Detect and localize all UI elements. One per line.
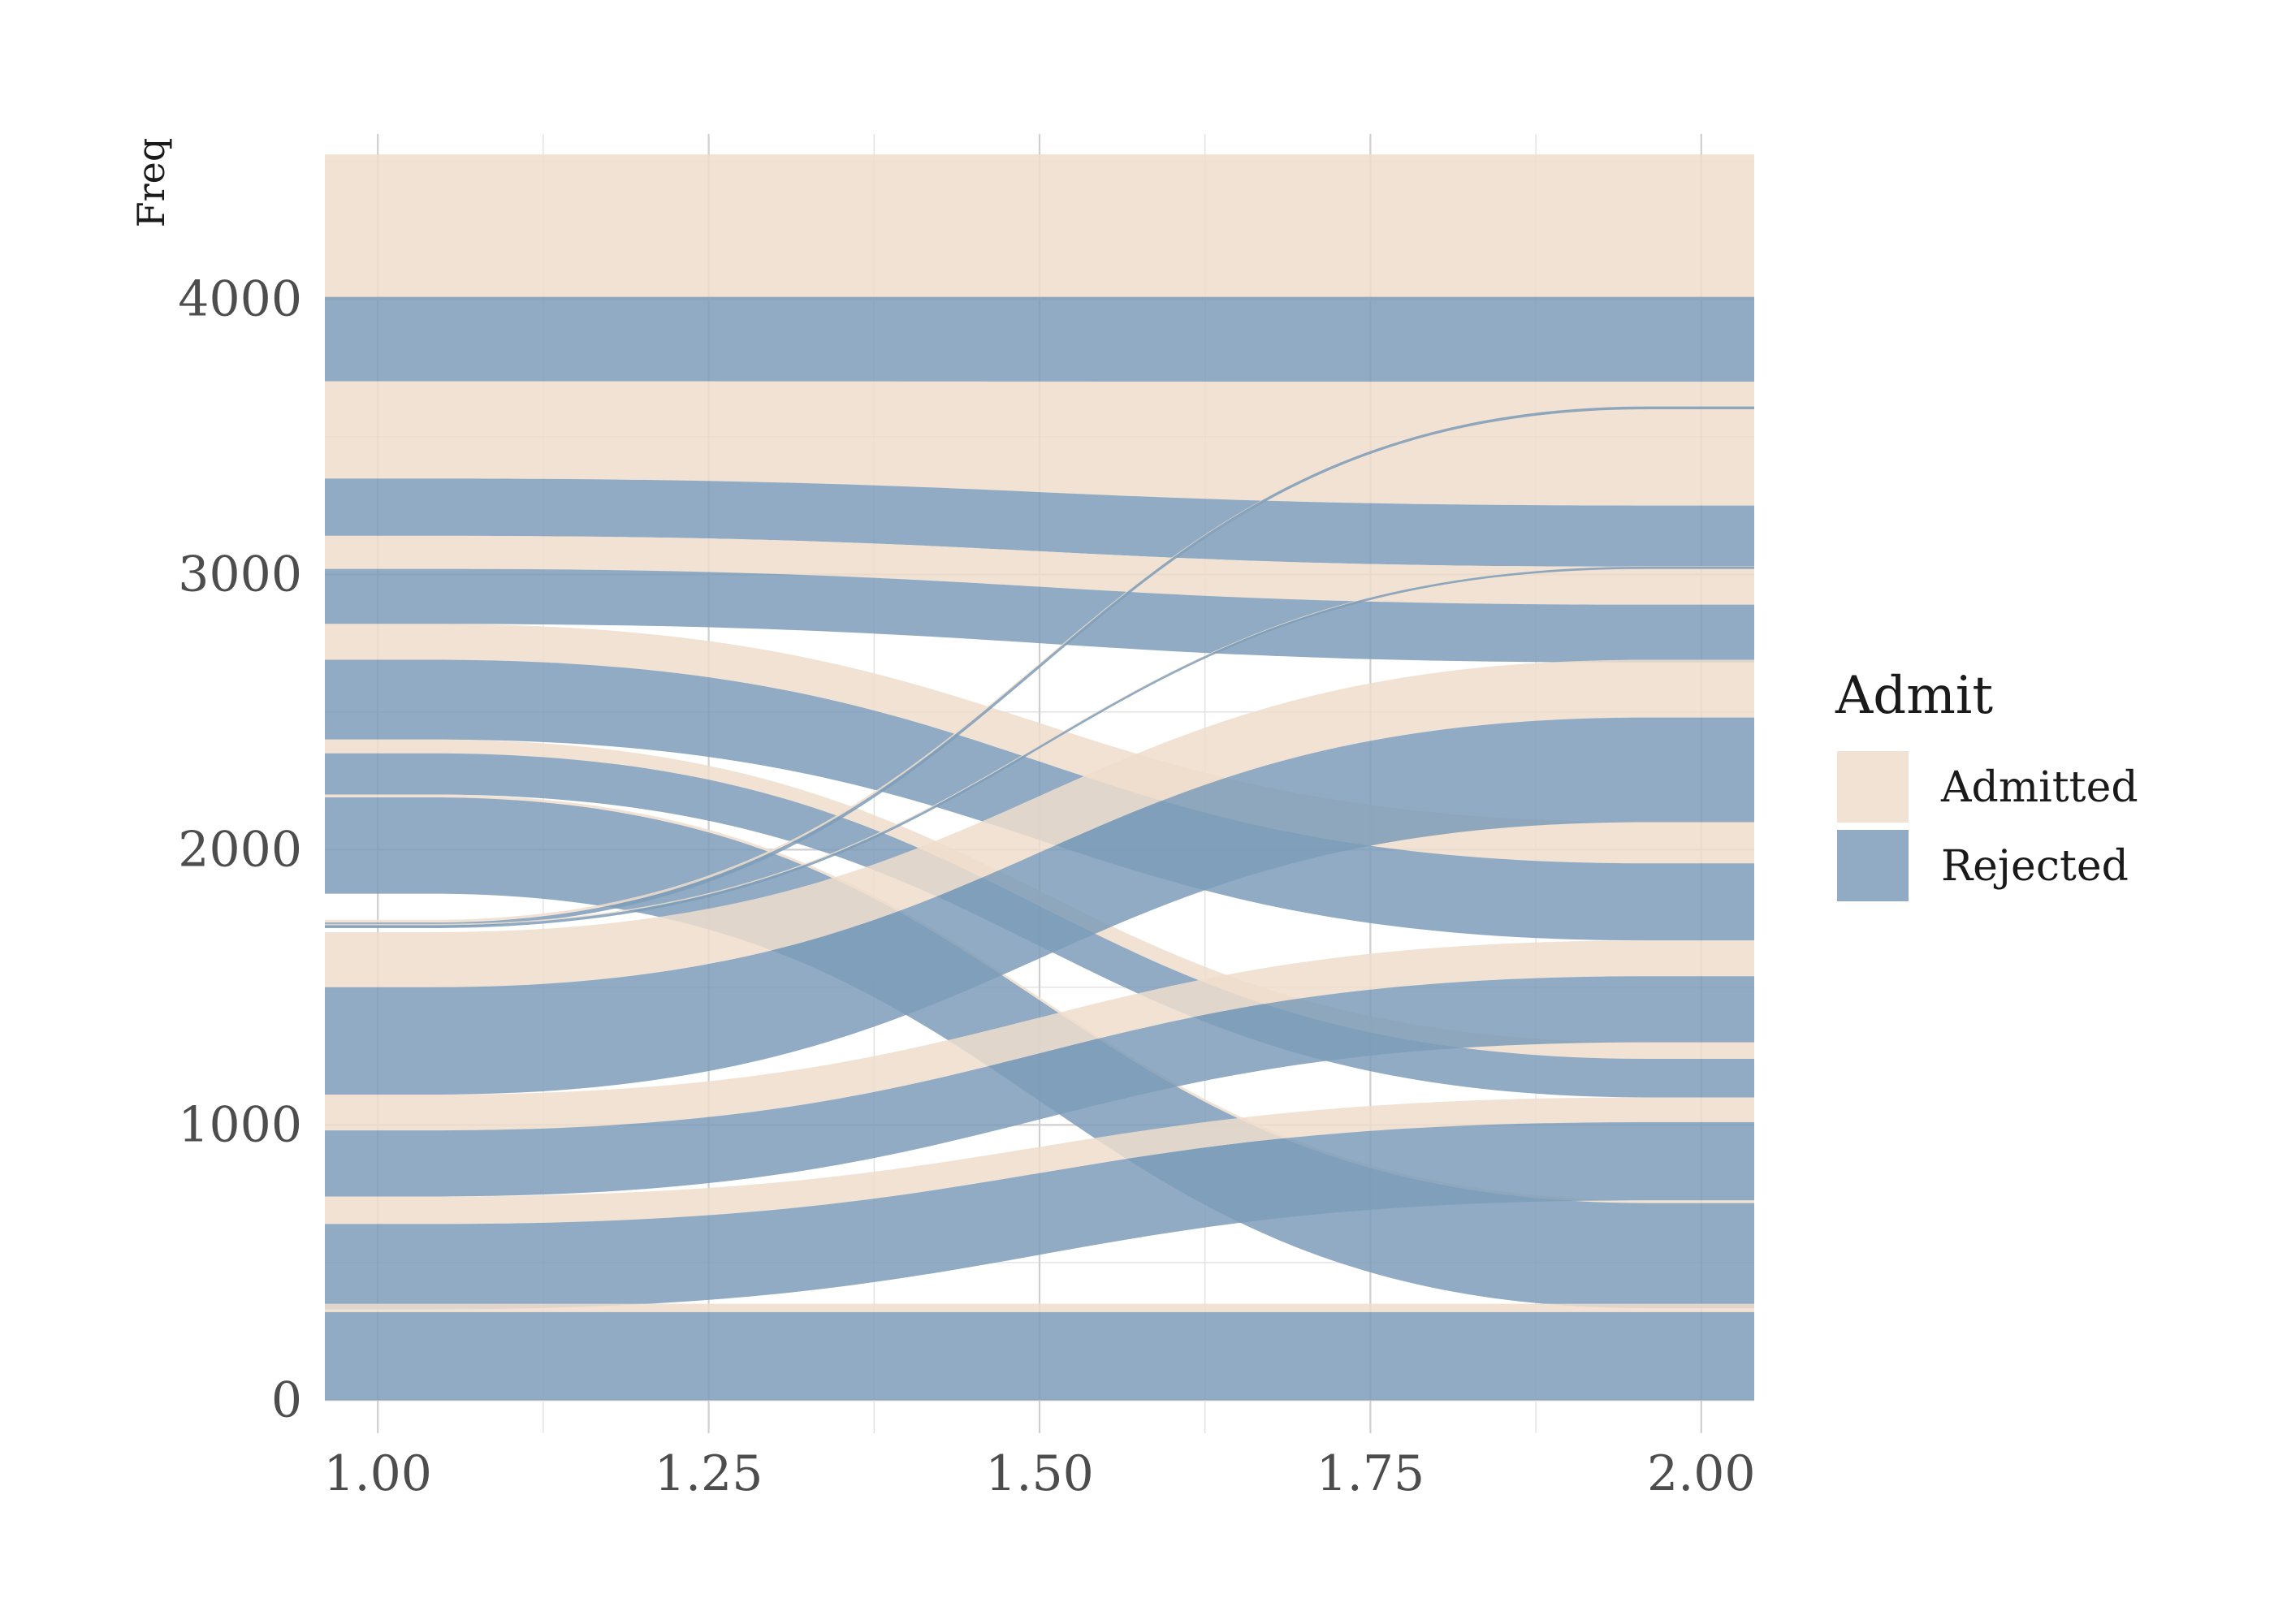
y-tick-label: 1000 [178,1096,302,1153]
ribbon-rejected-13 [325,406,1754,927]
ribbon-admitted-14 [325,566,1754,926]
ribbon-admitted-10 [325,794,1754,1203]
ribbon-rejected-23 [325,1311,1754,1401]
y-tick-label: 3000 [178,546,302,603]
x-tick-label: 2.00 [1647,1445,1756,1502]
ribbon-rejected-17 [325,717,1754,1095]
ribbon-rejected-21 [325,1121,1754,1310]
y-axis-ticks: 0 1000 2000 3000 4000 [178,270,302,1428]
legend-label-admitted: Admitted [1940,763,2138,812]
x-tick-label: 1.75 [1316,1445,1425,1502]
y-tick-label: 0 [271,1371,302,1428]
ribbon-admitted-2 [325,381,1754,506]
y-tick-label: 4000 [178,270,302,327]
ribbon-admitted-22 [325,1303,1754,1312]
ribbon-admitted-12 [325,406,1754,923]
legend: Admit Admitted Rejected [1835,666,2138,901]
legend-title: Admit [1835,666,1993,726]
legend-label-rejected: Rejected [1941,842,2129,891]
ribbon-rejected-15 [325,566,1754,928]
y-axis-label: Freq [129,138,173,228]
legend-swatch-admitted [1837,751,1909,823]
x-tick-label: 1.50 [985,1445,1094,1502]
ribbon-admitted-6 [325,624,1754,864]
ribbon-admitted-20 [325,1097,1754,1224]
ribbons [325,154,1754,1401]
x-tick-label: 1.00 [323,1445,432,1502]
legend-swatch-rejected [1837,830,1909,901]
y-tick-label: 2000 [178,821,302,878]
x-axis-ticks: 1.00 1.25 1.50 1.75 2.00 [323,1445,1755,1502]
ribbon-admitted-0 [325,154,1754,300]
ribbon-admitted-18 [325,940,1754,1131]
ribbon-rejected-5 [325,568,1754,663]
ribbon-rejected-1 [325,296,1754,382]
ribbon-rejected-3 [325,478,1754,567]
ribbon-admitted-16 [325,659,1754,987]
ribbon-rejected-19 [325,976,1754,1197]
ribbon-admitted-4 [325,535,1754,605]
x-tick-label: 1.25 [655,1445,763,1502]
